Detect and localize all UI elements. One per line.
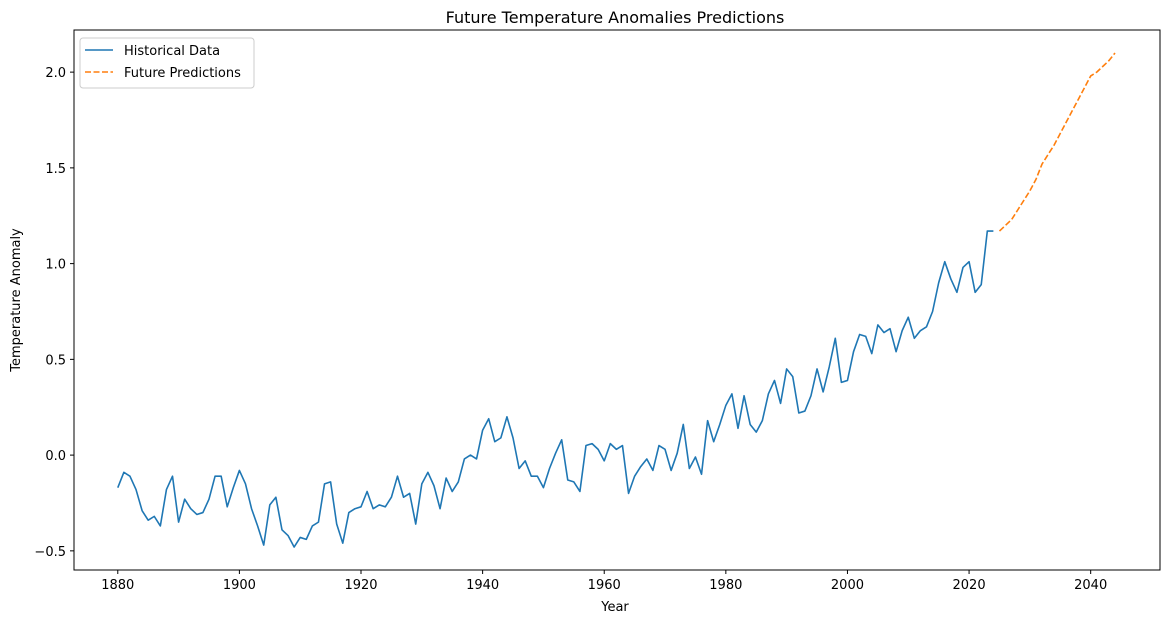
legend-label-predictions: Future Predictions <box>124 66 241 81</box>
legend-label-historical: Historical Data <box>124 44 220 59</box>
x-tick-label: 1920 <box>344 578 377 593</box>
chart-title: Future Temperature Anomalies Predictions <box>446 8 785 27</box>
series-layer <box>117 52 1116 548</box>
y-tick-label: 1.0 <box>45 258 66 273</box>
y-axis-title: Temperature Anomaly <box>9 228 24 373</box>
y-tick-label: −0.5 <box>34 545 66 560</box>
y-tick-label: 2.0 <box>45 66 66 81</box>
x-tick-label: 2000 <box>831 578 864 593</box>
x-tick-label: 1900 <box>223 578 256 593</box>
series-line-historical-data <box>117 230 994 548</box>
axes-layer: 1880 1900 1920 1940 1960 1980 2000 2020 2040 −0.5… <box>34 29 1161 593</box>
x-tick-label: 1960 <box>588 578 621 593</box>
y-tick-label: 1.5 <box>45 162 66 177</box>
x-tick-label: 2020 <box>953 578 986 593</box>
y-tick-label: 0.0 <box>45 449 66 464</box>
y-tick-label: 0.5 <box>45 353 66 368</box>
series-line-future-predictions <box>998 52 1116 232</box>
x-tick-label: 1880 <box>101 578 134 593</box>
legend-box <box>79 37 255 89</box>
x-tick-label: 1940 <box>466 578 499 593</box>
plot-frame <box>73 29 1161 571</box>
x-tick-label: 1980 <box>709 578 742 593</box>
x-tick-label: 2040 <box>1074 578 1107 593</box>
x-axis-title: Year <box>600 600 629 615</box>
legend: Historical Data Future Predictions <box>79 37 255 89</box>
